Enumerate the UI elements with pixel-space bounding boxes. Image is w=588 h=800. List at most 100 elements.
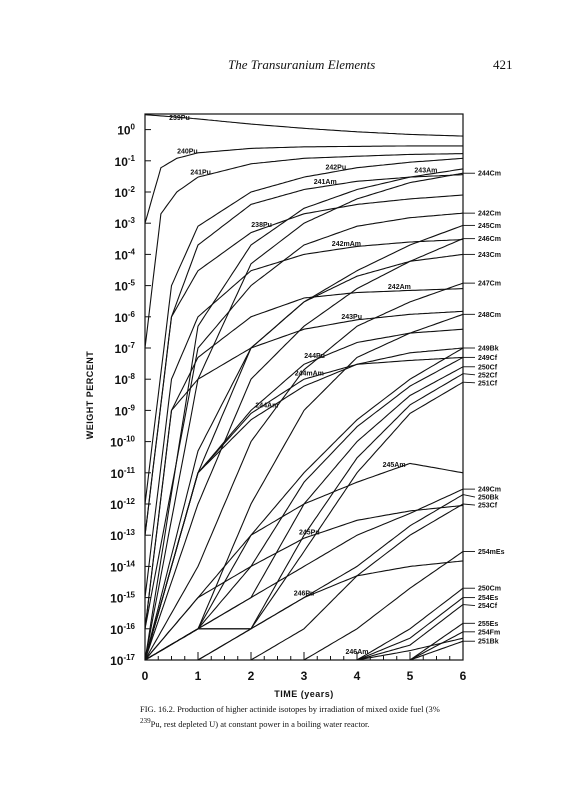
x-tick-label: 5 [407,669,414,683]
series-line-245Pu [144,504,464,661]
series-line-254mEs [145,551,464,661]
right-label-250Cm: 250Cm [478,586,501,593]
series-label-239Pu: 239Pu [169,115,190,122]
series-line-243Pu [144,310,464,629]
curves [144,114,464,661]
right-label-leader [462,373,476,376]
caption-line-1: FIG. 16.2. Production of higher actinide… [140,704,440,714]
y-tick-label: 10-6 [115,310,136,325]
y-tick-label: 10-7 [115,341,136,356]
series-label-244mAm: 244mAm [295,371,324,378]
y-tick-label: 10-4 [115,247,136,262]
y-axis: 100 10-1 10-2 10-3 10-4 10-5 10-6 10-7 10-8 10-9 1… [110,123,151,668]
right-label-245Cm: 245Cm [478,223,501,230]
right-label-254Cf: 254Cf [478,603,498,610]
series-line-249Cf [144,356,464,661]
series-line-242mAm [144,238,464,598]
plot-frame [144,113,464,661]
y-tick-label: 100 [117,123,135,138]
y-tick-label: 10-3 [115,216,136,231]
running-title: The Transuranium Elements [228,57,376,72]
y-tick-label: 10-5 [115,279,136,294]
series-label-246Am: 246Am [346,649,369,656]
series-label-242Am: 242Am [388,284,411,291]
series-line-241Pu [144,153,464,349]
right-label-250Cf: 250Cf [478,364,498,371]
series-line-246Am [145,637,464,661]
right-label-254mEs: 254mEs [478,549,505,556]
right-label-247Cm: 247Cm [478,281,501,288]
running-head: The Transuranium Elements 421 [0,57,588,77]
series-line-243Am [144,168,464,661]
right-label-246Cm: 246Cm [478,236,501,243]
right-label-248Cm: 248Cm [478,312,501,319]
y-tick-label: 10-8 [115,372,136,387]
right-label-251Bk: 251Bk [478,639,499,646]
series-line-238Pu [144,194,464,536]
series-label-242mAm: 242mAm [332,241,361,248]
y-tick-label: 10-9 [115,403,136,418]
series-label-245Am: 245Am [383,462,406,469]
series-label-245Pu: 245Pu [299,529,320,536]
y-axis-label: WEIGHT PERCENT [85,351,95,440]
series-label-241Pu: 241Pu [190,169,211,176]
page-number: 421 [493,57,513,72]
right-label-249Bk: 249Bk [478,346,499,353]
series-label-241Am: 241Am [314,179,337,186]
y-tick-label: 10-16 [110,622,135,637]
series-line-247Cm [144,282,464,661]
series-line-242Am [144,288,464,629]
right-label-251Cf: 251Cf [478,380,498,387]
caption-superscript: 239 [140,717,151,725]
right-label-243Cm: 243Cm [478,252,501,259]
x-tick-label: 0 [142,669,149,683]
series-line-244Cm [144,172,464,661]
series-label-244Pu: 244Pu [304,353,325,360]
right-label-244Cm: 244Cm [478,171,501,178]
series-line-240Pu [144,145,463,224]
series-label-243Am: 243Am [414,168,437,175]
x-tick-label: 1 [195,669,202,683]
y-tick-label: 10-2 [115,185,136,200]
chart: 100 10-1 10-2 10-3 10-4 10-5 10-6 10-7 10-8 10-9 1… [85,113,505,699]
series-line-242Cm [144,212,464,629]
right-label-254Es: 254Es [478,595,498,602]
y-tick-label: 10-13 [110,528,135,543]
x-tick-label: 2 [248,669,255,683]
series-line-252Cf [144,373,464,661]
right-label-252Cf: 252Cf [478,372,498,379]
right-label-leader [462,604,476,607]
y-tick-label: 10-14 [110,559,135,574]
y-tick-label: 10-12 [110,497,135,512]
right-label-242Cm: 242Cm [478,211,501,218]
right-labels: 244Cm 242Cm 245Cm 246Cm 243Cm 247Cm 248Cm 249Bk… [462,171,505,646]
x-axis-label: TIME (years) [274,689,334,699]
series-line-239Pu [144,114,464,137]
series-label-242Pu: 242Pu [325,164,346,171]
right-label-253Cf: 253Cf [478,503,498,510]
series-label-243Pu: 243Pu [341,314,362,321]
y-tick-label: 10-15 [110,591,135,606]
series-line-244mAm [144,356,464,661]
series-line-249Cm [144,488,464,661]
right-label-leader [462,494,476,498]
series-line-253Cf [145,503,464,661]
right-label-249Cm: 249Cm [478,487,501,494]
series-label-240Pu: 240Pu [177,149,198,156]
x-tick-label: 6 [460,669,467,683]
figure-caption: FIG. 16.2. Production of higher actinide… [140,703,490,730]
series-line-242Pu [144,157,464,505]
curve-labels: 239Pu 240Pu 241Pu 242Pu 241Am 243Am 238Pu 242mA… [169,115,437,656]
y-tick-label: 10-17 [110,653,135,668]
right-label-249Cf: 249Cf [478,355,498,362]
x-tick-label: 3 [301,669,308,683]
y-tick-label: 10-10 [110,435,135,450]
x-tick-label: 4 [354,669,361,683]
right-label-leader [462,381,476,384]
series-label-246Pu: 246Pu [294,591,315,598]
right-label-leader [462,503,476,506]
right-label-250Bk: 250Bk [478,495,499,502]
series-label-244Am: 244Am [255,403,278,410]
y-tick-label: 10-1 [115,154,136,169]
x-axis: 0 1 2 3 4 5 6 [142,652,467,683]
